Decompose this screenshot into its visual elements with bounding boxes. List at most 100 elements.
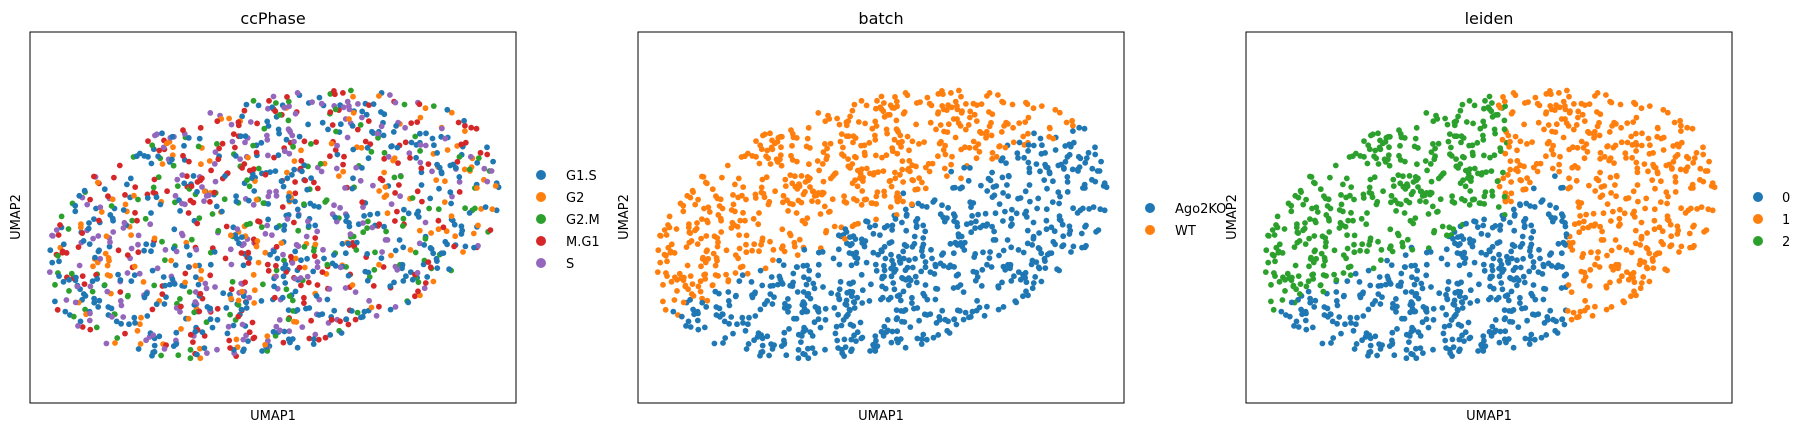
scatter-point-0: [1554, 330, 1561, 336]
scatter-point-WT: [695, 196, 701, 203]
scatter-point-Ago2KO: [979, 266, 986, 273]
scatter-point-WT: [695, 283, 702, 290]
scatter-point-1: [1638, 280, 1645, 286]
scatter-point-1: [1658, 135, 1665, 142]
scatter-point-WT: [744, 270, 751, 277]
scatter-point-G1.S: [436, 185, 442, 192]
scatter-point-0: [1367, 348, 1374, 355]
scatter-point-0: [1455, 234, 1461, 241]
scatter-point-2: [1427, 161, 1434, 167]
scatter-point-0: [1461, 338, 1467, 344]
scatter-point-S: [212, 284, 218, 290]
scatter-point-Ago2KO: [830, 255, 837, 262]
scatter-point-0: [1451, 313, 1458, 320]
scatter-point-Ago2KO: [888, 251, 894, 258]
scatter-point-0: [1478, 249, 1485, 256]
scatter-point-WT: [750, 215, 757, 222]
scatter-point-M.G1: [314, 185, 321, 192]
scatter-point-S: [177, 308, 183, 315]
scatter-point-M.G1: [425, 161, 432, 168]
scatter-point-WT: [941, 165, 948, 172]
scatter-point-2: [1502, 103, 1508, 110]
scatter-point-2: [1444, 121, 1451, 128]
scatter-point-Ago2KO: [1050, 238, 1057, 245]
scatter-point-WT: [785, 208, 791, 214]
scatter-point-2: [1471, 102, 1478, 109]
scatter-point-G1.S: [294, 206, 301, 213]
scatter-point-Ago2KO: [889, 328, 896, 335]
scatter-point-G1.S: [267, 251, 273, 258]
scatter-point-S: [75, 323, 81, 329]
scatter-point-WT: [984, 93, 990, 99]
scatter-point-2: [1469, 149, 1476, 156]
scatter-point-2: [1336, 225, 1343, 231]
scatter-point-WT: [668, 241, 675, 248]
scatter-point-S: [182, 201, 188, 208]
scatter-point-G1.S: [403, 273, 409, 280]
scatter-point-Ago2KO: [872, 222, 879, 229]
scatter-point-G2.M: [187, 355, 194, 362]
scatter-point-1: [1549, 165, 1556, 172]
scatter-point-S: [276, 317, 283, 323]
scatter-point-WT: [974, 102, 980, 108]
scatter-point-1: [1608, 190, 1614, 196]
scatter-point-WT: [855, 220, 861, 227]
scatter-point-Ago2KO: [980, 249, 986, 256]
scatter-point-Ago2KO: [776, 257, 782, 264]
scatter-point-WT: [723, 271, 729, 278]
scatter-point-G2: [442, 178, 448, 185]
scatter-point-2: [1375, 161, 1382, 167]
scatter-point-G2: [233, 336, 240, 343]
scatter-point-0: [1496, 339, 1503, 346]
scatter-point-G2.M: [333, 128, 339, 135]
scatter-point-2: [1466, 166, 1473, 173]
scatter-point-S: [118, 302, 125, 309]
scatter-point-1: [1565, 123, 1572, 129]
scatter-point-1: [1508, 179, 1514, 185]
scatter-point-Ago2KO: [935, 332, 942, 338]
scatter-point-Ago2KO: [913, 222, 920, 229]
legend-label: G2: [566, 191, 584, 206]
scatter-point-WT: [936, 140, 943, 147]
scatter-point-Ago2KO: [850, 279, 856, 286]
scatter-point-0: [1502, 293, 1509, 299]
scatter-point-G2: [197, 355, 204, 362]
scatter-point-2: [1497, 148, 1504, 155]
scatter-point-M.G1: [216, 145, 223, 152]
scatter-point-WT: [899, 166, 906, 173]
scatter-point-G2: [430, 278, 437, 285]
scatter-point-WT: [1016, 120, 1023, 126]
scatter-point-Ago2KO: [1042, 265, 1049, 271]
scatter-point-1: [1599, 192, 1606, 199]
scatter-point-Ago2KO: [977, 224, 984, 231]
scatter-point-Ago2KO: [894, 293, 901, 299]
scatter-point-2: [1310, 276, 1317, 282]
scatter-point-Ago2KO: [780, 262, 787, 268]
scatter-point-Ago2KO: [712, 288, 719, 295]
scatter-point-WT: [668, 278, 675, 285]
scatter-point-Ago2KO: [939, 202, 945, 209]
scatter-point-2: [1313, 255, 1320, 262]
scatter-point-2: [1482, 189, 1489, 196]
scatter-point-2: [1359, 241, 1366, 248]
scatter-point-G2: [131, 192, 137, 199]
scatter-point-G2: [350, 93, 356, 100]
scatter-point-Ago2KO: [1000, 304, 1007, 310]
scatter-point-G1.S: [144, 195, 151, 201]
scatter-point-Ago2KO: [757, 306, 764, 313]
scatter-point-0: [1428, 284, 1434, 290]
scatter-point-G1.S: [143, 241, 150, 248]
scatter-point-1: [1601, 153, 1608, 160]
scatter-point-WT: [893, 193, 900, 200]
scatter-point-M.G1: [239, 165, 246, 171]
scatter-point-G2: [131, 263, 138, 270]
scatter-point-Ago2KO: [913, 279, 920, 286]
scatter-point-2: [1467, 188, 1474, 194]
scatter-point-Ago2KO: [1030, 235, 1037, 242]
scatter-point-2: [1404, 236, 1411, 243]
scatter-point-G2: [104, 262, 111, 269]
scatter-point-G2: [376, 188, 383, 194]
scatter-point-G1.S: [391, 279, 397, 286]
scatter-point-G2: [433, 177, 440, 184]
